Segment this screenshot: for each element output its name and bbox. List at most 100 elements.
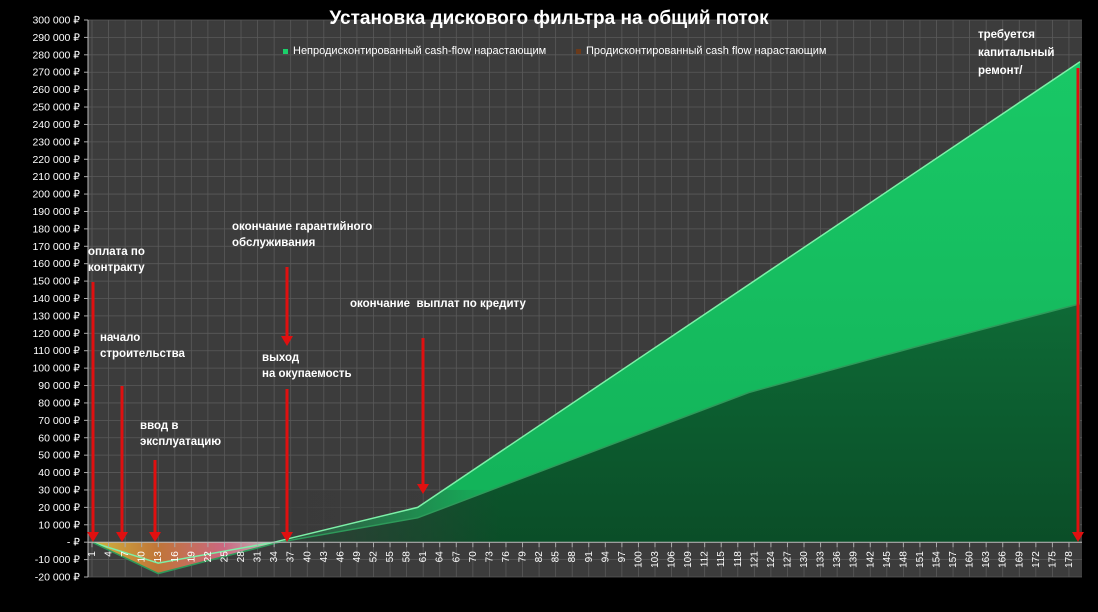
x-tick-label: 124 — [766, 551, 777, 568]
x-tick-label: 139 — [849, 551, 860, 568]
y-tick-label: 160 000 ₽ — [32, 258, 80, 270]
y-tick-label: 150 000 ₽ — [32, 276, 80, 288]
x-tick-label: 43 — [319, 551, 330, 563]
y-tick-label: -10 000 ₽ — [35, 554, 81, 566]
y-tick-label: 20 000 ₽ — [38, 502, 80, 514]
x-tick-label: 19 — [186, 551, 197, 563]
y-tick-label: 260 000 ₽ — [32, 84, 80, 96]
arrow-payback-head — [281, 532, 293, 542]
y-tick-label: 180 000 ₽ — [32, 223, 80, 235]
annotation-major-repair: требуется капитальный ремонт/ — [978, 29, 1055, 77]
y-tick-label: 300 000 ₽ — [32, 15, 80, 27]
x-tick-label: 163 — [981, 551, 992, 568]
y-tick-label: 200 000 ₽ — [32, 189, 80, 201]
x-tick-label: 178 — [1064, 551, 1075, 568]
y-tick-label: 60 000 ₽ — [38, 432, 80, 444]
x-tick-label: 4 — [104, 551, 115, 557]
y-axis-ticks: -20 000 ₽ -10 000 ₽ - ₽ 10 000 ₽ 20 000 ₽ 30 … — [32, 15, 88, 584]
y-tick-label: 210 000 ₽ — [32, 171, 80, 183]
data-areas — [91, 61, 1081, 575]
y-tick-label: 120 000 ₽ — [32, 328, 80, 340]
area-discounted — [92, 303, 1080, 574]
x-tick-label: 10 — [137, 551, 148, 563]
annotation-payback: выход на окупаемость — [262, 352, 352, 380]
x-tick-label: 31 — [253, 551, 264, 563]
y-tick-label: 290 000 ₽ — [32, 32, 80, 44]
x-tick-label: 160 — [965, 551, 976, 568]
x-tick-label: 103 — [650, 551, 661, 568]
x-axis-ticks: 1 4 7 10 13 16 19 22 25 28 31 34 37 40 43 46 49 52 55 58 61 6… — [87, 542, 1075, 568]
x-tick-label: 58 — [402, 551, 413, 563]
annotation-construction-start: начало строительства — [100, 332, 185, 360]
x-tick-label: 49 — [352, 551, 363, 563]
y-tick-label: 100 000 ₽ — [32, 363, 80, 375]
x-tick-label: 37 — [286, 551, 297, 563]
legend-label-undiscounted: Непродисконтированный cash-flow нарастаю… — [293, 45, 547, 57]
x-tick-label: 100 — [633, 551, 644, 568]
y-tick-label: 250 000 ₽ — [32, 102, 80, 114]
x-tick-label: 136 — [832, 551, 843, 568]
x-tick-label: 7 — [120, 551, 131, 557]
x-tick-label: 79 — [518, 551, 529, 563]
x-tick-label: 166 — [998, 551, 1009, 568]
x-tick-label: 154 — [931, 551, 942, 568]
y-tick-label: 90 000 ₽ — [38, 380, 80, 392]
line-discounted — [91, 302, 1081, 575]
legend-item-discounted: Продисконтированный cash flow нарастающи… — [576, 45, 826, 57]
legend-item-undiscounted: Непродисконтированный cash-flow нарастаю… — [283, 45, 546, 57]
x-tick-label: 25 — [219, 551, 230, 563]
y-tick-label: 230 000 ₽ — [32, 136, 80, 148]
x-tick-label: 52 — [368, 551, 379, 563]
x-tick-label: 34 — [269, 551, 280, 563]
y-tick-label: 220 000 ₽ — [32, 154, 80, 166]
x-tick-label: 22 — [203, 551, 214, 563]
x-tick-label: 112 — [700, 551, 711, 567]
chart-title: Установка дискового фильтра на общий пот… — [329, 8, 769, 29]
arrow-warranty-end-head — [281, 336, 293, 346]
annotation-commissioning: ввод в эксплуатацию — [140, 420, 222, 448]
arrow-construction-start-head — [116, 532, 128, 542]
y-tick-label: 140 000 ₽ — [32, 293, 80, 305]
annotation-credit-end: окончание выплат по кредиту — [350, 298, 526, 310]
x-tick-label: 61 — [418, 551, 429, 563]
y-tick-label: 130 000 ₽ — [32, 310, 80, 322]
x-tick-label: 40 — [302, 551, 313, 563]
y-tick-label: 170 000 ₽ — [32, 241, 80, 253]
x-tick-label: 1 — [87, 551, 98, 557]
y-tick-label: 40 000 ₽ — [38, 467, 80, 479]
arrow-major-repair-head — [1072, 532, 1084, 542]
x-tick-label: 91 — [584, 551, 595, 563]
arrow-commissioning-head — [149, 532, 161, 542]
x-tick-label: 16 — [170, 551, 181, 563]
x-tick-label: 157 — [948, 551, 959, 568]
x-tick-label: 169 — [1014, 551, 1025, 568]
x-tick-label: 148 — [898, 551, 909, 568]
y-tick-label: 110 000 ₽ — [33, 345, 80, 357]
legend-swatch-discounted — [576, 48, 581, 54]
x-tick-label: 172 — [1031, 551, 1042, 568]
x-tick-label: 145 — [882, 551, 893, 568]
x-tick-label: 70 — [468, 551, 479, 563]
x-tick-label: 28 — [236, 551, 247, 563]
y-tick-label: -20 000 ₽ — [35, 572, 81, 584]
x-tick-label: 73 — [484, 551, 495, 563]
x-tick-label: 67 — [451, 551, 462, 563]
x-tick-label: 130 — [799, 551, 810, 568]
x-tick-label: 106 — [667, 551, 678, 568]
arrow-credit-end-head — [417, 484, 429, 494]
x-tick-label: 85 — [551, 551, 562, 563]
x-tick-label: 151 — [915, 551, 926, 568]
y-tick-label: 30 000 ₽ — [38, 484, 80, 496]
x-tick-label: 88 — [567, 551, 578, 563]
y-tick-label: 240 000 ₽ — [32, 119, 80, 131]
y-tick-label: 10 000 ₽ — [38, 519, 80, 531]
area-fade-overlay — [279, 489, 501, 543]
y-tick-label: 270 000 ₽ — [32, 67, 80, 79]
x-tick-label: 97 — [617, 551, 628, 563]
x-tick-label: 46 — [335, 551, 346, 563]
y-tick-label: - ₽ — [67, 537, 80, 549]
y-tick-label: 70 000 ₽ — [38, 415, 80, 427]
x-tick-label: 133 — [816, 551, 827, 568]
x-tick-label: 64 — [435, 551, 446, 563]
x-tick-label: 82 — [534, 551, 545, 563]
